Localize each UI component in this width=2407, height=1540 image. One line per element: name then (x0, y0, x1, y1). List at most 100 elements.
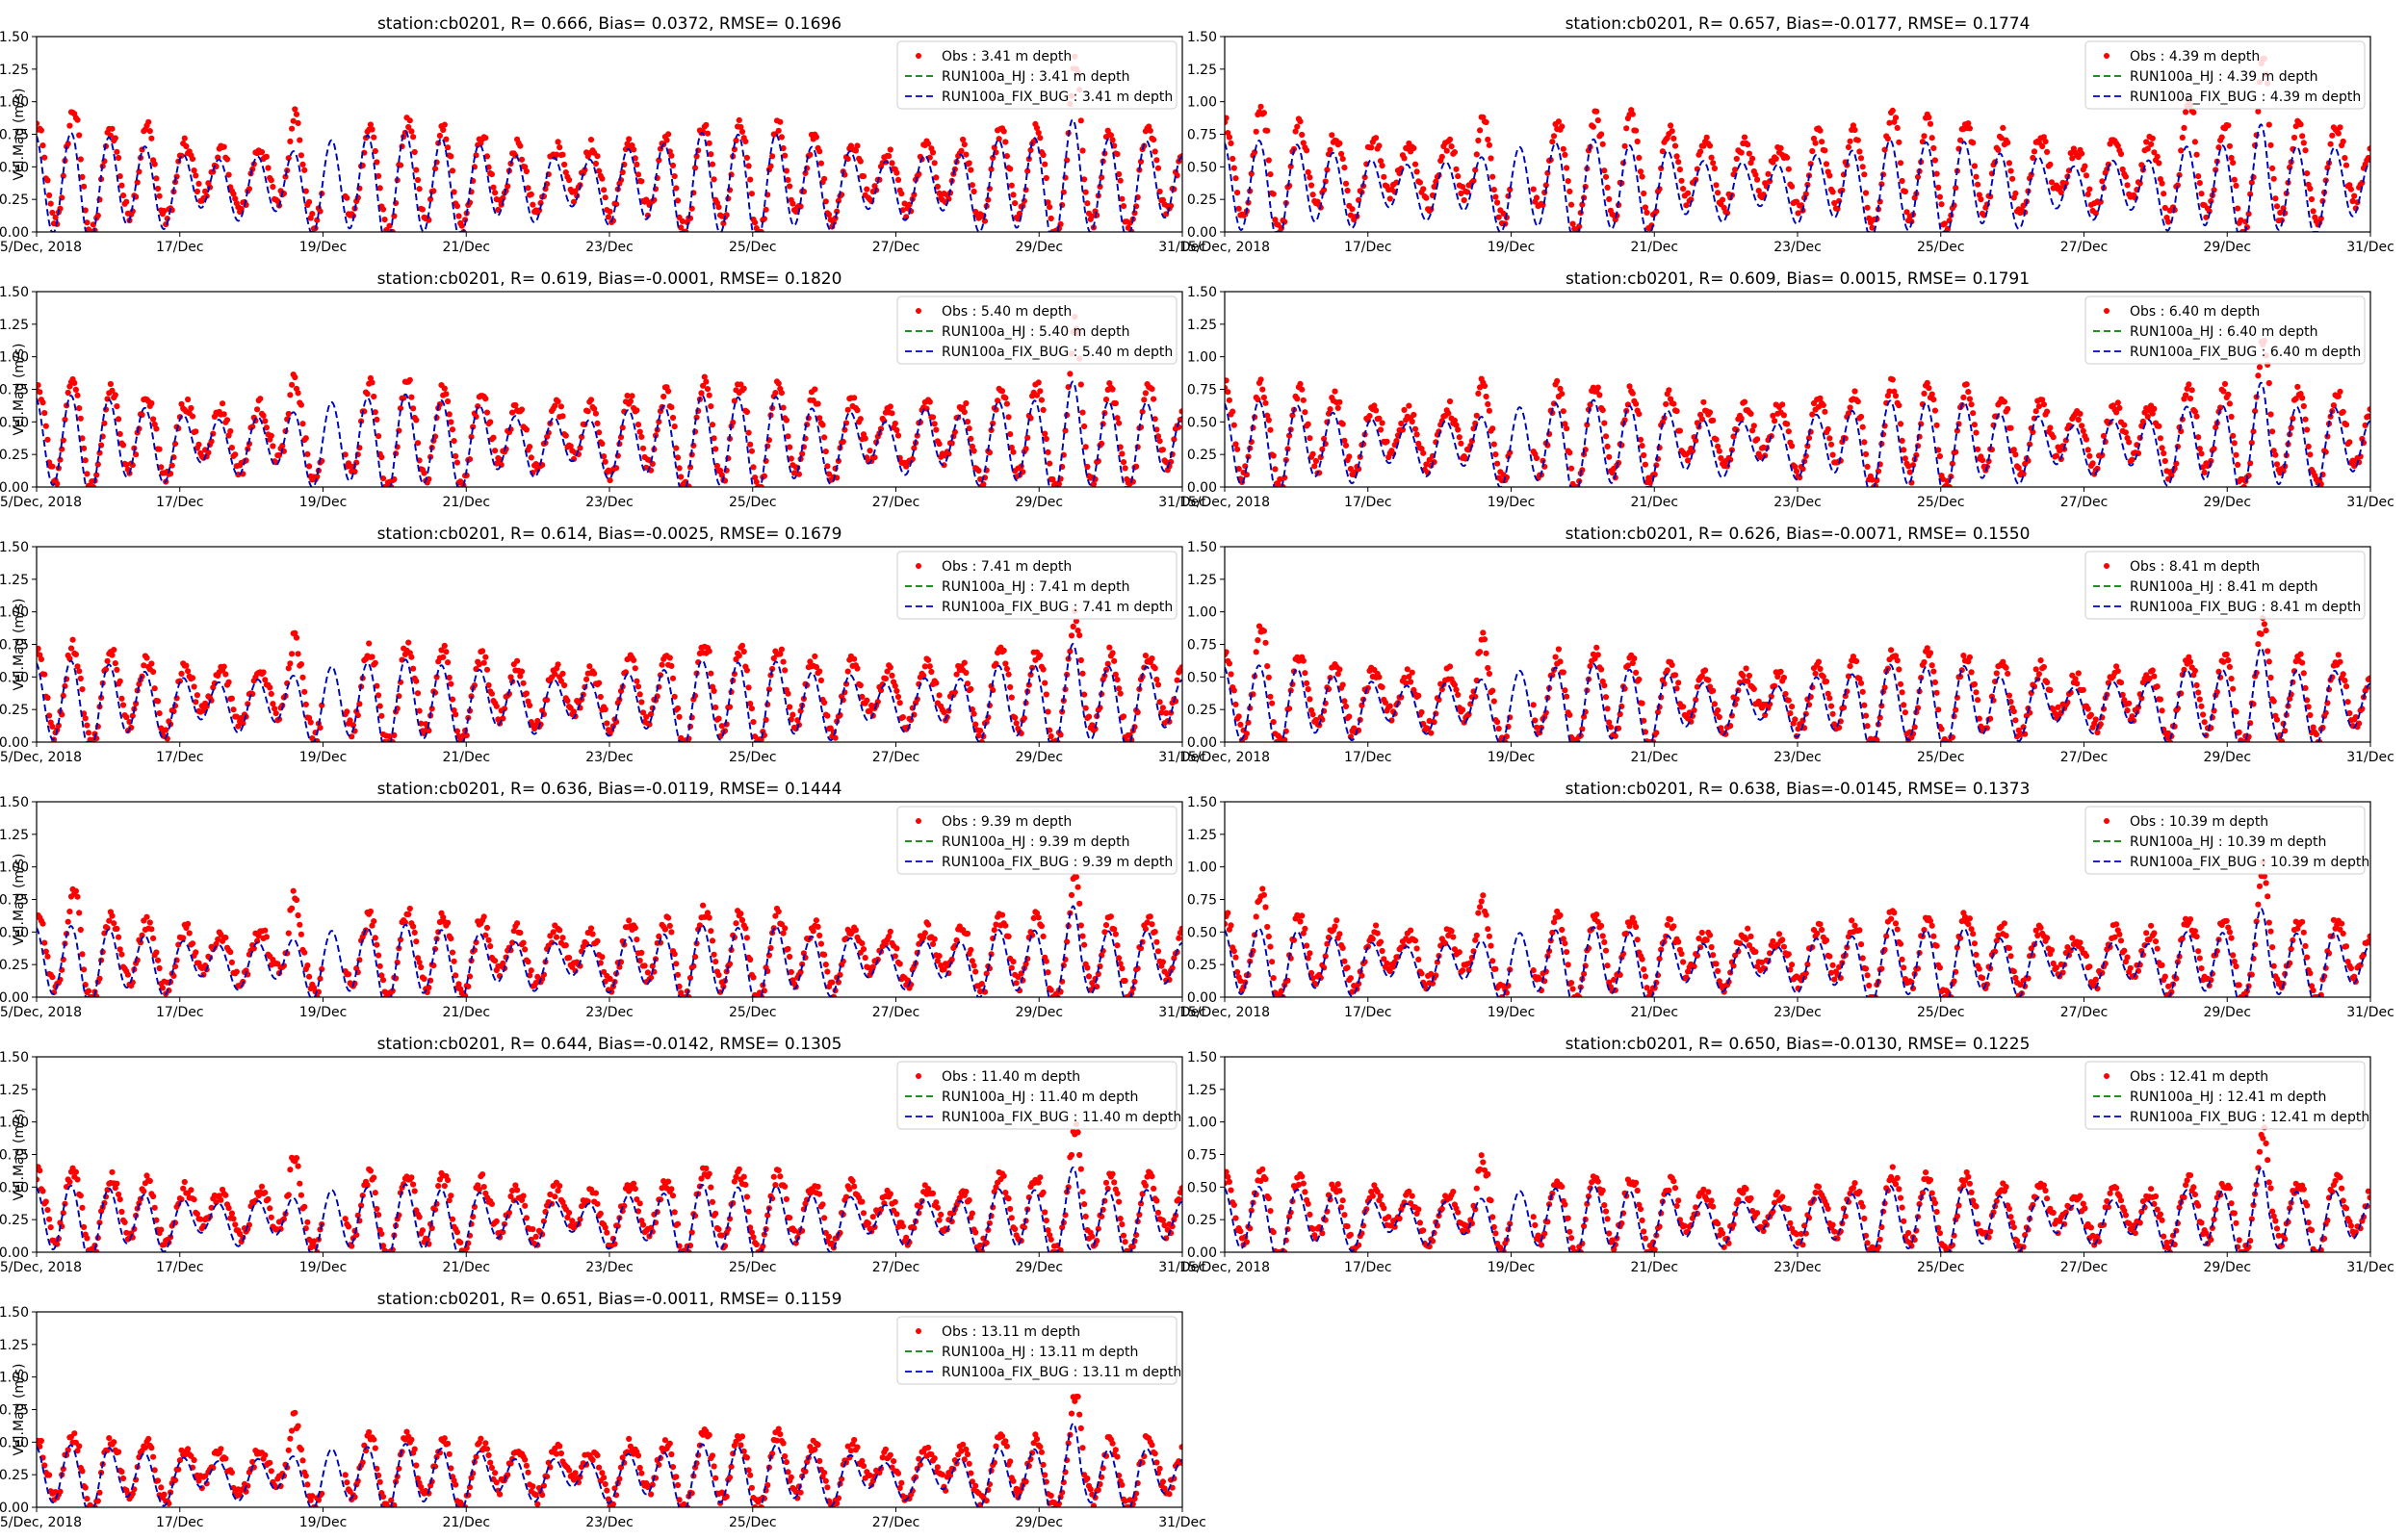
obs-point (668, 662, 675, 670)
obs-point (889, 410, 895, 417)
obs-point (52, 214, 59, 220)
obs-point (911, 192, 918, 198)
obs-point (2057, 185, 2063, 192)
obs-point (1443, 147, 1450, 154)
obs-point (1901, 702, 1907, 708)
obs-point (414, 440, 422, 447)
obs-point (151, 685, 158, 692)
obs-point (968, 685, 974, 693)
obs-point (1930, 144, 1937, 151)
obs-point (1713, 436, 1720, 443)
obs-point (1287, 163, 1294, 169)
legend-box (2084, 40, 2366, 110)
obs-point (44, 436, 51, 443)
obs-point (1705, 677, 1712, 683)
obs-point (2362, 422, 2368, 428)
obs-point (1639, 700, 1645, 706)
obs-point (821, 699, 828, 706)
obs-point (455, 732, 462, 740)
obs-point (123, 714, 130, 721)
obs-point (582, 167, 588, 173)
legend-box (896, 551, 1178, 620)
obs-point (1944, 477, 1952, 484)
obs-point (968, 167, 974, 173)
obs-point (1602, 694, 1610, 701)
obs-point (1171, 436, 1178, 443)
obs-point (1445, 410, 1452, 417)
obs-point (1892, 115, 1900, 121)
obs-point (1826, 172, 1833, 179)
obs-point (1304, 680, 1310, 687)
obs-point (700, 382, 707, 389)
obs-point (189, 675, 196, 681)
obs-point (2230, 685, 2237, 692)
obs-point (1921, 390, 1928, 397)
obs-point (287, 138, 294, 144)
obs-point (936, 692, 943, 699)
obs-point (2287, 696, 2293, 703)
obs-point (2001, 398, 2007, 405)
obs-point (1636, 676, 1643, 683)
obs-point (1267, 171, 1274, 178)
obs-point (1107, 132, 1114, 139)
obs-point (1021, 715, 1027, 722)
obs-point (1371, 402, 1378, 409)
obs-point (591, 670, 598, 677)
x-tick-label: 25/Dec (729, 495, 777, 510)
obs-point (583, 676, 590, 682)
obs-point (414, 690, 422, 697)
subplot-title: station:cb0201, R= 0.614, Bias=-0.0025, … (377, 525, 842, 544)
obs-point (1453, 422, 1460, 428)
obs-point (1307, 696, 1313, 703)
y-tick-label: 1.25 (0, 318, 29, 333)
obs-point (971, 188, 977, 195)
obs-point (1446, 398, 1454, 405)
obs-point (185, 396, 192, 403)
obs-point (1856, 148, 1863, 155)
obs-point (860, 173, 867, 180)
obs-point (441, 385, 448, 392)
obs-point (480, 659, 487, 666)
obs-point (292, 106, 298, 113)
obs-point (629, 393, 635, 399)
obs-point (476, 661, 482, 668)
obs-point (1319, 446, 1326, 452)
obs-point (2196, 446, 2203, 452)
obs-point (1102, 397, 1110, 403)
obs-point (445, 919, 452, 926)
obs-point (2365, 154, 2370, 162)
obs-point (1477, 127, 1484, 134)
obs-point (951, 689, 959, 696)
obs-point (374, 682, 380, 689)
obs-point (821, 434, 828, 441)
obs-point (2012, 717, 2019, 724)
obs-point (306, 463, 313, 470)
obs-point (446, 674, 453, 681)
obs-point (1787, 710, 1794, 717)
x-tick-label: 31/Dec (1158, 240, 1206, 255)
obs-point (306, 198, 313, 205)
obs-point (607, 477, 613, 484)
obs-point (530, 201, 536, 208)
obs-point (419, 206, 426, 213)
x-tick-label: 15/Dec, 2018 (1179, 495, 1270, 510)
obs-point (2270, 698, 2277, 705)
obs-point (788, 455, 794, 462)
obs-point (584, 408, 591, 415)
obs-point (2211, 707, 2217, 714)
x-tick-label: 29/Dec (1015, 240, 1063, 255)
obs-point (790, 470, 798, 476)
obs-point (1042, 680, 1048, 686)
obs-point (2154, 683, 2161, 690)
obs-point (1255, 397, 1261, 403)
obs-point (1492, 193, 1499, 200)
obs-point (594, 937, 601, 944)
obs-point (378, 712, 385, 719)
obs-point (2233, 451, 2239, 458)
obs-point (1336, 398, 1343, 405)
obs-point (1727, 456, 1734, 463)
obs-point (1777, 144, 1784, 151)
obs-point (2083, 172, 2090, 179)
obs-point (2193, 151, 2200, 158)
